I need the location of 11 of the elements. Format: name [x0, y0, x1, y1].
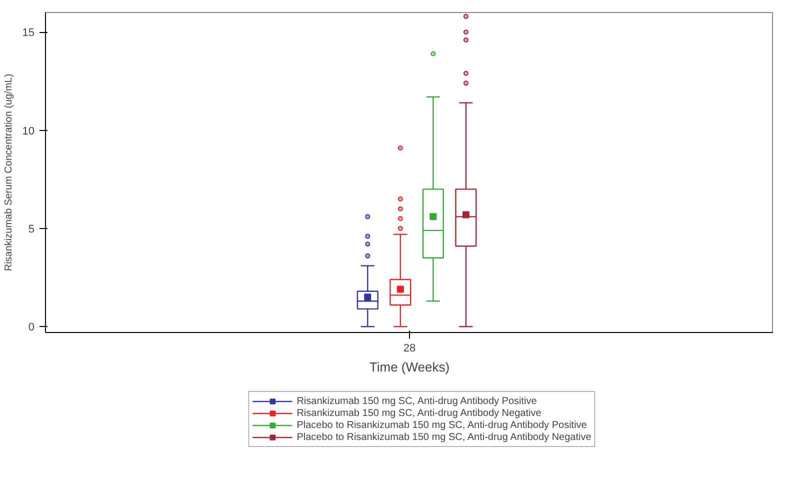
- y-tick-label: 0: [28, 322, 35, 334]
- x-tick-label: 28: [403, 342, 416, 354]
- y-tick-label: 10: [22, 125, 35, 138]
- legend-label: Risankizumab 150 mg SC, Anti-drug Antibody Positive: [296, 395, 537, 407]
- legend-label: Risankizumab 150 mg SC, Anti-drug Antibody Negative: [296, 407, 542, 419]
- x-axis-title: Time (Weeks): [369, 360, 450, 374]
- y-axis-title: Risankizumab Serum Concentration (ug/mL): [3, 74, 14, 272]
- y-tick-label: 5: [28, 223, 35, 236]
- y-tick-label: 15: [22, 27, 35, 40]
- legend-label: Placebo to Risankizumab 150 mg SC, Anti-drug Antibody Positive: [296, 419, 587, 431]
- legend-label: Placebo to Risankizumab 150 mg SC, Anti-drug Antibody Negative: [296, 431, 592, 443]
